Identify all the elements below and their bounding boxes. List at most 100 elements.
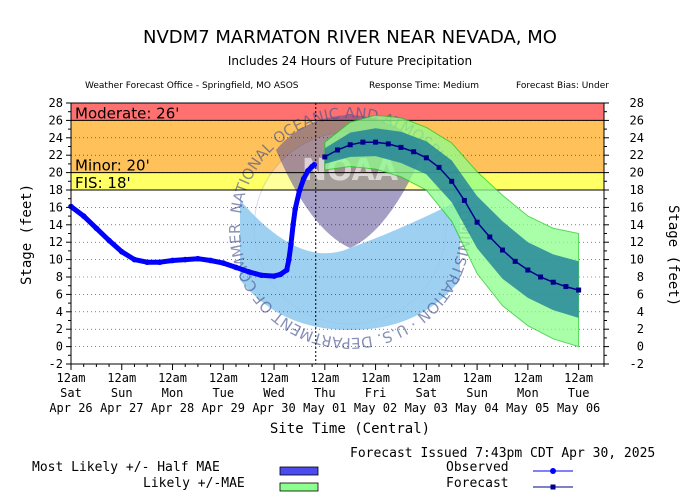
observed-point (283, 267, 290, 273)
forecast-point (373, 139, 379, 145)
y-tick-label-right: 0 (637, 340, 644, 354)
x-tick-label-time: 12am (57, 371, 86, 385)
x-tick-label-day: Sun (466, 386, 488, 400)
y-tick-label-right: 14 (630, 218, 644, 232)
y-tick-label-right: -2 (630, 357, 644, 371)
y-tick-label-right: 8 (637, 270, 644, 284)
observed-point (286, 256, 292, 263)
x-tick-label-day: Sat (60, 386, 82, 400)
chart-title: NVDM7 MARMATON RIVER NEAR NEVADA, MO (143, 27, 557, 48)
flood-category-label: FIS: 18' (75, 174, 131, 192)
observed-point (245, 268, 252, 275)
legend-forecast-label: Forecast (446, 476, 509, 491)
observed-point (233, 264, 239, 271)
observed-series-line (68, 162, 317, 279)
x-tick-label-day: Sat (415, 386, 437, 400)
x-tick-label-time: 12am (107, 371, 136, 385)
y-tick-label-right: 10 (630, 253, 644, 267)
y-axis-label-right: Stage (feet) (665, 205, 681, 307)
y-tick-label-left: 8 (56, 270, 63, 284)
noaa-wave-shape (240, 200, 460, 330)
forecast-point (398, 144, 404, 150)
x-axis-label: Site Time (Central) (269, 421, 431, 437)
x-tick-label-date: Apr 27 (100, 401, 143, 415)
x-tick-label-date: Apr 29 (202, 401, 245, 415)
x-tick-label-time: 12am (463, 371, 492, 385)
y-tick-label-right: 24 (630, 131, 644, 145)
y-tick-label-left: 26 (49, 113, 63, 127)
y-tick-label-left: 20 (49, 166, 63, 180)
y-tick-label-right: 6 (637, 287, 644, 301)
x-tick-label-time: 12am (310, 371, 339, 385)
y-tick-label-right: 16 (630, 200, 644, 214)
observed-point (300, 175, 307, 182)
y-tick-label-right: 2 (637, 322, 644, 336)
y-tick-label-left: 14 (49, 218, 63, 232)
x-tick-label-date: Apr 26 (49, 401, 92, 415)
legend-likely-swatch (279, 482, 319, 492)
x-tick-label-time: 12am (158, 371, 187, 385)
observed-point (182, 256, 189, 263)
y-tick-label-left: 2 (56, 322, 63, 336)
y-tick-label-left: 24 (49, 131, 63, 145)
observed-point (290, 222, 296, 228)
forecast-point (335, 147, 340, 153)
observed-point (195, 255, 201, 262)
observed-point (118, 248, 125, 255)
likely-band (324, 114, 580, 348)
x-tick-label-time: 12am (513, 371, 542, 385)
x-tick-label-day: Tue (212, 386, 234, 400)
observed-point (258, 272, 265, 279)
x-tick-label-time: 12am (361, 371, 390, 385)
x-tick-label-day: Mon (162, 386, 184, 400)
observed-point (106, 237, 112, 244)
x-tick-label-date: May 02 (354, 401, 397, 415)
legend-most-likely-swatch (279, 466, 319, 476)
forecast-point (347, 142, 353, 148)
observed-point (271, 273, 277, 279)
y-tick-label-left: 10 (49, 253, 63, 267)
forecast-point (411, 149, 417, 155)
y-tick-label-right: 18 (630, 183, 644, 197)
response-time: Response Time: Medium (369, 81, 479, 91)
most-likely-band (324, 128, 579, 318)
y-tick-label-left: 12 (49, 235, 63, 249)
forecast-office: Weather Forecast Office - Springfield, M… (85, 81, 299, 91)
y-tick-label-left: 16 (49, 200, 63, 214)
forecast-point (563, 284, 569, 290)
y-tick-label-right: 4 (637, 305, 644, 319)
y-tick-label-left: 4 (56, 305, 63, 319)
flood-band-0 (71, 103, 604, 121)
observed-point (296, 188, 303, 194)
y-tick-label-left: 22 (49, 148, 63, 162)
y-tick-label-left: 18 (49, 183, 63, 197)
observed-point (277, 271, 284, 278)
x-tick-label-time: 12am (564, 371, 593, 385)
forecast-point (576, 287, 582, 293)
observed-point (220, 260, 227, 266)
forecast-point (550, 279, 556, 285)
y-tick-label-left: 6 (56, 287, 63, 301)
legend-forecast-marker (550, 484, 556, 490)
forecast-point (525, 267, 531, 273)
x-tick-label-time: 12am (412, 371, 441, 385)
forecast-point (512, 258, 518, 264)
observed-point (93, 225, 100, 232)
legend-likely-label: Likely +/-MAE (143, 476, 245, 491)
y-axis-label-left: Stage (feet) (19, 183, 35, 285)
y-tick-label-left: 28 (49, 96, 63, 110)
observed-point (305, 168, 311, 174)
legend-most-likely-label: Most Likely +/- Half MAE (32, 460, 220, 475)
y-tick-label-right: 26 (630, 113, 644, 127)
x-tick-label-date: May 01 (303, 401, 346, 415)
forecast-point (322, 154, 328, 160)
chart-subtitle: Includes 24 Hours of Future Precipitatio… (227, 54, 473, 68)
y-tick-label-left: -2 (49, 357, 63, 371)
legend-observed-marker (550, 468, 556, 474)
forecast-point (436, 164, 442, 170)
forecast-point (474, 219, 480, 225)
x-tick-label-time: 12am (209, 371, 238, 385)
x-tick-label-day: Thu (314, 386, 336, 400)
forecast-point (360, 139, 366, 145)
x-tick-label-date: May 03 (405, 401, 448, 415)
